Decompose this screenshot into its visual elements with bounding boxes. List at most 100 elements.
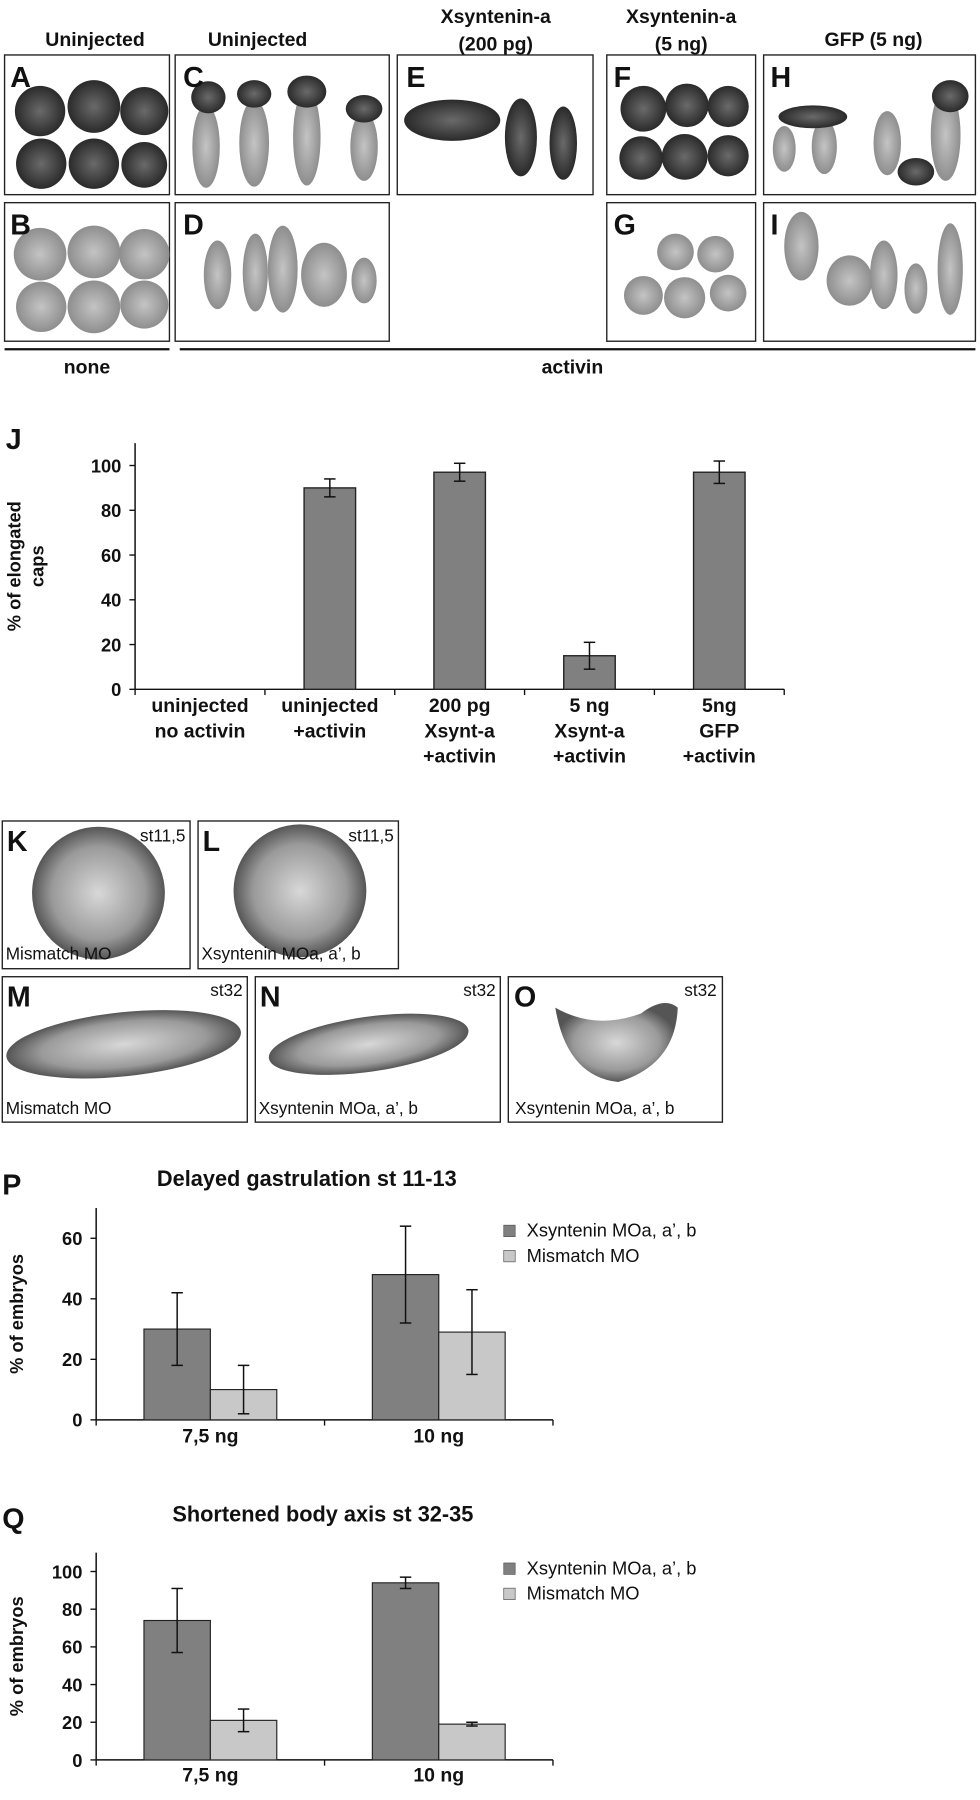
error-bar [399, 1576, 412, 1590]
embryo-image [6, 1010, 241, 1079]
error-bar [237, 1708, 250, 1733]
error-bar [399, 1225, 412, 1324]
y-axis-label: % of embryos [6, 1254, 27, 1374]
chart-title: Shortened body axis st 32-35 [172, 1502, 473, 1527]
panel-letter: L [203, 826, 220, 858]
stage: st32 [210, 980, 242, 1000]
charts: J % of elongated caps 0 20 40 60 80 100 uninjecte… [2, 424, 785, 1787]
caption: Mismatch MO [6, 944, 112, 964]
panel-letter: B [10, 210, 31, 242]
legend-swatch [503, 1587, 516, 1600]
y-tick-label: 100 [91, 455, 122, 476]
embryo-image [619, 83, 749, 180]
x-tick-label: +activin [683, 746, 756, 768]
panel-letter: H [770, 62, 791, 94]
caption: Xsyntenin MOa, a’, b [515, 1098, 674, 1118]
legend-swatch [503, 1224, 516, 1237]
y-tick-label: 20 [62, 1349, 82, 1370]
header: Uninjected [208, 29, 307, 51]
caption: Mismatch MO [6, 1098, 112, 1118]
x-tick-label: +activin [293, 720, 366, 742]
embryo-image [555, 1003, 678, 1083]
legend-swatch [503, 1562, 516, 1575]
panel-letter: E [406, 62, 425, 94]
x-tick-label: 200 pg [429, 695, 491, 717]
embryo-panels: K st11,5 Mismatch MO L st11,5 Xsyntenin … [1, 820, 724, 1123]
stage: st32 [684, 980, 716, 1000]
legend-label: Mismatch MO [527, 1583, 640, 1604]
panel-letter: J [6, 424, 22, 456]
header: Xsyntenin-a [626, 6, 736, 28]
embryo-image [32, 826, 165, 960]
x-tick-label: no activin [155, 720, 246, 742]
embryo-image [13, 225, 170, 334]
error-bar [466, 1721, 478, 1727]
x-tick-label: Xsynt-a [554, 720, 624, 742]
panel-letter: A [10, 62, 31, 94]
header: GFP (5 ng) [825, 29, 923, 51]
x-tick-label: GFP [699, 720, 739, 742]
x-tick-label: 10 ng [413, 1765, 464, 1787]
y-tick-label: 80 [62, 1599, 82, 1620]
panel-letter: Q [2, 1504, 24, 1536]
error-bar [453, 462, 466, 482]
y-tick-label: 60 [62, 1637, 82, 1658]
caption: Xsyntenin MOa, a’, b [259, 1098, 418, 1118]
panel-letter: G [614, 210, 636, 242]
x-tick-label: 10 ng [413, 1426, 464, 1448]
bar [209, 1719, 278, 1761]
y-tick-label: 40 [62, 1289, 82, 1310]
y-tick-label: 80 [101, 500, 121, 521]
y-tick-label: 40 [101, 590, 121, 611]
error-bar [583, 641, 596, 670]
panel-letter: C [183, 62, 204, 94]
legend-label: Mismatch MO [527, 1245, 640, 1266]
stage: st32 [463, 980, 495, 1000]
y-tick-label: 0 [72, 1750, 82, 1771]
y-axis-label: caps [27, 545, 48, 587]
y-tick-label: 20 [62, 1712, 82, 1733]
group-label: activin [542, 356, 604, 378]
x-tick-label: +activin [553, 746, 626, 768]
embryo-image [14, 80, 169, 189]
error-bar [171, 1292, 183, 1367]
bar [303, 487, 357, 690]
x-tick-label: Xsynt-a [425, 720, 495, 742]
image-panels: A B C D E F G H I none activin [3, 54, 977, 378]
y-tick-label: 0 [72, 1410, 82, 1431]
error-bar [713, 460, 726, 485]
y-tick-label: 100 [52, 1561, 83, 1582]
x-tick-label: uninjected [281, 695, 378, 717]
stage: st11,5 [140, 826, 185, 846]
chart-title: Delayed gastrulation st 11-13 [157, 1166, 457, 1191]
x-tick-label: +activin [423, 746, 496, 768]
y-tick-label: 20 [101, 634, 121, 655]
header: Xsyntenin-a [441, 6, 551, 28]
y-tick-label: 60 [101, 545, 121, 566]
header: (200 pg) [458, 33, 533, 55]
stage: st11,5 [348, 826, 393, 846]
x-tick-label: 5ng [702, 695, 737, 717]
column-headers: Uninjected Uninjected Xsyntenin-a (200 p… [45, 6, 922, 55]
caption: Xsyntenin MOa, a’, b [201, 944, 360, 964]
panel-letter: I [770, 210, 778, 242]
header: (5 ng) [655, 33, 708, 55]
panel-letter: F [614, 62, 631, 94]
header: Uninjected [45, 29, 144, 51]
x-tick-label: uninjected [151, 695, 248, 717]
embryo-image [623, 233, 747, 319]
y-axis-label: % of elongated [4, 501, 25, 631]
group-label: none [64, 356, 111, 378]
embryo-image [772, 80, 969, 186]
error-bar [237, 1364, 250, 1415]
error-bar [466, 1288, 478, 1376]
legend-label: Xsyntenin MOa, a’, b [527, 1557, 697, 1578]
x-tick-label: 5 ng [569, 695, 609, 717]
bar [433, 471, 487, 690]
embryo-image [191, 75, 383, 188]
embryo-image [203, 225, 377, 313]
error-bar [324, 478, 336, 498]
embryo-image [404, 98, 578, 180]
panel-letter: K [7, 826, 28, 858]
